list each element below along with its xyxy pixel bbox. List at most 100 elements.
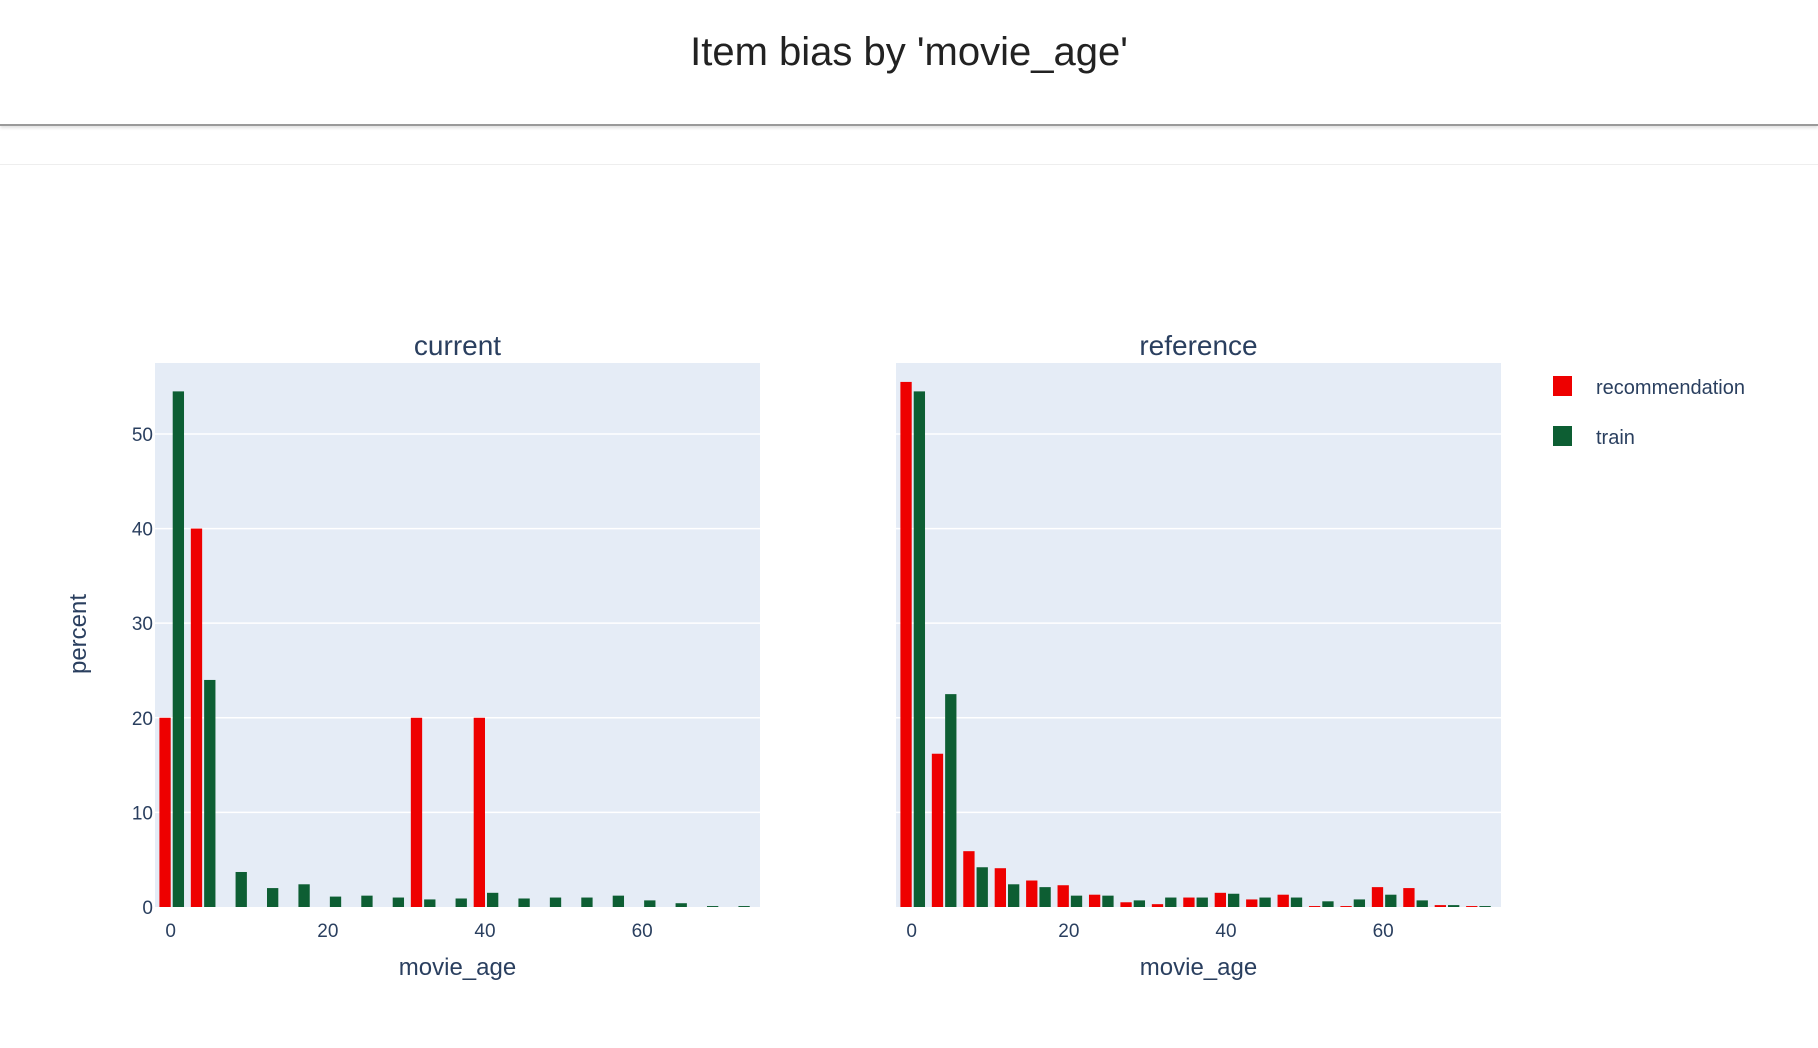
bar-recommendation[interactable] [473, 717, 485, 907]
bar-recommendation[interactable] [963, 851, 975, 907]
bar-train[interactable] [1228, 893, 1240, 907]
legend-item-train[interactable]: train [1553, 426, 1635, 449]
y-tick-label: 40 [132, 520, 153, 541]
series-recommendation [159, 528, 485, 907]
bar-train[interactable] [1479, 906, 1491, 907]
bar-train[interactable] [1165, 897, 1177, 907]
bar-recommendation[interactable] [1151, 904, 1164, 907]
bar-recommendation[interactable] [931, 753, 944, 907]
bar-train[interactable] [1353, 899, 1366, 907]
bar-recommendation[interactable] [190, 528, 203, 907]
title-bar: Item bias by 'movie_age' [0, 0, 1818, 126]
x-tick-label: 20 [317, 921, 338, 942]
bar-train[interactable] [329, 896, 342, 907]
bar-recommendation[interactable] [1026, 880, 1038, 907]
page-title: Item bias by 'movie_age' [690, 30, 1128, 74]
y-tick-label: 10 [132, 803, 153, 824]
x-tick-label: 0 [165, 921, 176, 942]
y-tick-label: 30 [132, 614, 153, 635]
bar-recommendation[interactable] [1277, 894, 1289, 907]
x-tick-label: 0 [906, 921, 917, 942]
bar-train[interactable] [549, 897, 562, 907]
legend-label: recommendation [1596, 377, 1745, 399]
bar-recommendation[interactable] [1308, 906, 1321, 907]
bar-train[interactable] [1196, 897, 1208, 907]
x-tick-label: 40 [474, 921, 495, 942]
bar-recommendation[interactable] [900, 381, 912, 907]
y-tick-label: 20 [132, 709, 153, 730]
bar-train[interactable] [1322, 901, 1334, 907]
x-tick-label: 20 [1058, 921, 1079, 942]
bar-train[interactable] [581, 897, 593, 907]
bar-recommendation[interactable] [1403, 888, 1415, 907]
bar-train[interactable] [1448, 905, 1460, 907]
legend[interactable]: recommendation train [1553, 376, 1745, 449]
bar-train[interactable] [361, 895, 373, 907]
bar-train[interactable] [913, 391, 926, 907]
x-tick-label: 40 [1215, 921, 1236, 942]
y-tick-label: 50 [132, 425, 153, 446]
bar-recommendation[interactable] [1371, 887, 1384, 907]
series-train [913, 391, 1491, 907]
panel-current: 0 10 20 30 40 50 0 20 40 60 current movie_age [132, 330, 760, 981]
bar-recommendation[interactable] [1434, 905, 1446, 907]
bar-recommendation[interactable] [994, 868, 1006, 907]
x-tick-label: 60 [632, 921, 653, 942]
bar-recommendation[interactable] [1183, 897, 1195, 907]
x-tick-label: 60 [1373, 921, 1394, 942]
x-axis-label: movie_age [399, 954, 516, 981]
bar-train[interactable] [1133, 900, 1146, 907]
bar-recommendation[interactable] [1057, 885, 1069, 907]
legend-label: train [1596, 427, 1635, 449]
bar-recommendation[interactable] [1246, 899, 1258, 907]
bar-train[interactable] [612, 895, 625, 907]
bar-train[interactable] [1385, 894, 1397, 907]
x-axis-label: movie_age [1140, 954, 1257, 981]
bar-recommendation[interactable] [1340, 906, 1352, 907]
chart-panels: 0 10 20 30 40 50 0 20 40 60 current movie_age 0 20 40 6… [132, 330, 1501, 981]
bar-train[interactable] [1416, 900, 1428, 907]
bar-recommendation[interactable] [410, 717, 423, 907]
plot-area [155, 363, 760, 907]
bar-train[interactable] [1102, 895, 1114, 907]
y-tick-label: 0 [142, 898, 153, 919]
bar-train[interactable] [487, 892, 499, 907]
bar-train[interactable] [204, 679, 216, 907]
series-recommendation [900, 381, 1478, 907]
subplot-title: current [414, 330, 501, 361]
bar-train[interactable] [1290, 897, 1303, 907]
bar-train[interactable] [518, 898, 530, 907]
bar-train[interactable] [1070, 895, 1083, 907]
bar-train[interactable] [424, 899, 436, 907]
bar-train[interactable] [976, 867, 988, 907]
legend-item-recommendation[interactable]: recommendation [1553, 376, 1745, 399]
bar-recommendation[interactable] [1120, 902, 1132, 907]
bar-train[interactable] [392, 897, 405, 907]
series-train [172, 391, 750, 907]
bar-recommendation[interactable] [159, 717, 171, 907]
divider [0, 164, 1818, 165]
bar-train[interactable] [707, 906, 719, 907]
legend-swatch [1553, 376, 1572, 396]
bar-train[interactable] [1008, 884, 1020, 907]
y-axis-label: percent [65, 594, 92, 674]
bar-train[interactable] [738, 906, 750, 907]
bar-recommendation[interactable] [1088, 894, 1101, 907]
bar-recommendation[interactable] [1214, 892, 1226, 907]
bar-train[interactable] [172, 391, 185, 907]
bar-recommendation[interactable] [1466, 906, 1478, 907]
bar-train[interactable] [1039, 887, 1051, 907]
bar-train[interactable] [1259, 897, 1271, 907]
panel-reference: 0 20 40 60 reference movie_age [896, 330, 1501, 981]
bar-train[interactable] [298, 884, 310, 907]
bar-train[interactable] [235, 871, 247, 907]
bar-train[interactable] [644, 900, 656, 907]
bar-train[interactable] [675, 903, 687, 907]
subplot-title: reference [1139, 330, 1257, 361]
bar-train[interactable] [945, 694, 957, 907]
bar-train[interactable] [267, 888, 279, 907]
bar-train[interactable] [455, 898, 467, 907]
legend-swatch [1553, 426, 1572, 446]
plot-area [896, 363, 1501, 907]
